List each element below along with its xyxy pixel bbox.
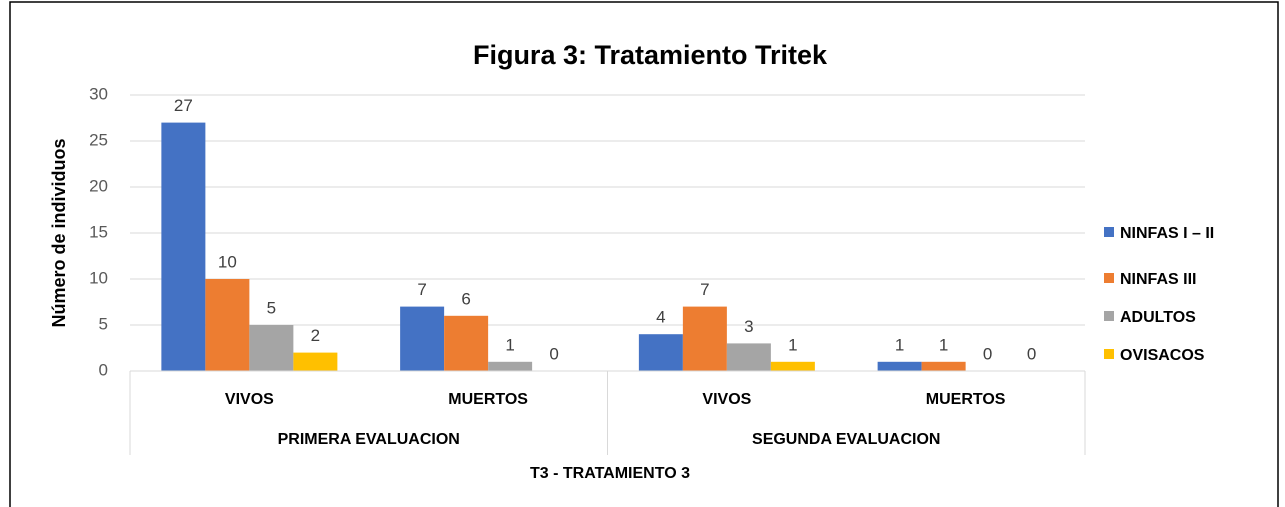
chart-title: Figura 3: Tratamiento Tritek	[473, 40, 828, 70]
data-label: 3	[744, 317, 753, 336]
data-label: 1	[939, 335, 948, 354]
x-tick-label: MUERTOS	[926, 391, 1006, 408]
y-tick-label: 15	[89, 222, 108, 241]
y-tick-label: 25	[89, 130, 108, 149]
legend-label: ADULTOS	[1120, 309, 1196, 326]
data-label: 4	[656, 308, 665, 327]
data-label: 1	[895, 335, 904, 354]
data-label: 7	[700, 280, 709, 299]
data-label: 0	[1027, 344, 1036, 363]
legend-swatch	[1104, 273, 1114, 283]
data-label: 7	[417, 280, 426, 299]
bar	[877, 361, 922, 371]
x-tick-label: MUERTOS	[448, 391, 528, 408]
y-tick-label: 30	[89, 84, 108, 103]
data-label: 1	[505, 335, 514, 354]
bar	[770, 361, 815, 371]
legend-swatch	[1104, 349, 1114, 359]
y-tick-label: 10	[89, 268, 108, 287]
group-label: PRIMERA EVALUACION	[278, 431, 460, 448]
legend-label: NINFAS I – II	[1120, 225, 1214, 242]
y-tick-label: 0	[99, 360, 108, 379]
data-label: 1	[788, 335, 797, 354]
bar	[921, 361, 966, 371]
data-label: 10	[218, 252, 237, 271]
bar	[161, 122, 206, 371]
data-label: 0	[983, 344, 992, 363]
legend-swatch	[1104, 311, 1114, 321]
chart-border	[9, 1, 1279, 507]
bar	[488, 361, 533, 371]
legend-label: OVISACOS	[1120, 347, 1205, 364]
x-tick-label: VIVOS	[225, 391, 274, 408]
data-label: 2	[311, 326, 320, 345]
bar	[444, 315, 489, 371]
y-tick-label: 20	[89, 176, 108, 195]
bar	[682, 306, 727, 371]
legend-label: NINFAS III	[1120, 271, 1196, 288]
bar	[293, 352, 338, 371]
bar	[726, 343, 771, 371]
group-label: SEGUNDA EVALUACION	[752, 431, 940, 448]
data-label: 6	[461, 289, 470, 308]
y-axis-title: Número de individuos	[49, 138, 69, 327]
data-label: 0	[549, 344, 558, 363]
data-label: 27	[174, 96, 193, 115]
legend-swatch	[1104, 227, 1114, 237]
x-tick-label: VIVOS	[702, 391, 751, 408]
y-tick-label: 5	[99, 314, 108, 333]
bar	[400, 306, 445, 371]
bar	[638, 334, 683, 371]
x-axis-title: T3 - TRATAMIENTO 3	[530, 465, 690, 482]
data-label: 5	[267, 298, 276, 317]
bar	[249, 325, 294, 371]
bar	[205, 279, 250, 371]
legend: NINFAS I – II NINFAS III ADULTOS OVISACOS	[1104, 225, 1214, 364]
